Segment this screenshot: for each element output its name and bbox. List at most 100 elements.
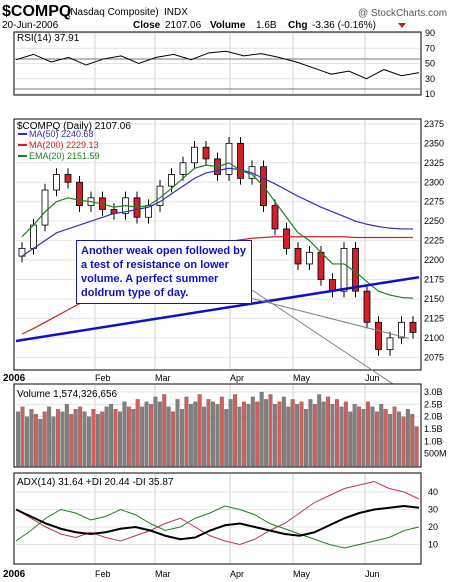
volume-title: Volume 1,574,326,656 [17, 389, 118, 400]
down-arrow-icon [398, 23, 406, 28]
volume-bar [87, 416, 91, 467]
symbol-title: $COMPQ [2, 3, 71, 20]
volume-bar [33, 414, 38, 467]
volume-bar [78, 406, 83, 467]
volume-bar [100, 411, 105, 467]
volume-bar [140, 406, 145, 467]
volume-bar [392, 406, 397, 467]
close-value: 2107.06 [165, 20, 202, 31]
volume-tick-label: 500M [424, 449, 447, 459]
candle-body [30, 224, 37, 249]
month-label: Mar [155, 373, 171, 383]
rsi-title: RSI(14) 37.91 [17, 33, 80, 44]
price-tick-label: 2125 [424, 313, 444, 323]
volume-bar [326, 396, 331, 467]
volume-bar [113, 409, 118, 467]
volume-value: 1.6B [256, 20, 277, 31]
volume-bar [383, 409, 388, 467]
candle-body [294, 247, 302, 265]
volume-bar [388, 414, 393, 467]
month-label: Jun [365, 373, 380, 383]
volume-bar [321, 401, 326, 467]
candle-body [191, 146, 198, 164]
volume-bar [308, 399, 313, 467]
volume-bar [91, 409, 96, 467]
candle-body [317, 251, 325, 280]
candle-body [386, 337, 394, 350]
month-label: Apr [230, 569, 244, 579]
legend-label: EMA(20) 2151.59 [29, 151, 100, 161]
volume-bar [379, 404, 384, 467]
volume-bar [42, 411, 47, 467]
volume-bar [281, 396, 286, 467]
plus-di-line [15, 505, 420, 549]
candle-body [398, 321, 405, 339]
volume-tick-label: 2.0B [424, 412, 443, 422]
volume-bar [410, 414, 415, 467]
candle-body [225, 142, 233, 175]
rsi-tick-label: 30 [425, 74, 435, 84]
volume-bar [401, 416, 406, 467]
volume-bar [64, 404, 69, 467]
volume-bar [242, 401, 246, 467]
candle-body [363, 290, 371, 323]
volume-bar [370, 406, 375, 467]
volume-bar [366, 401, 370, 467]
volume-bar [255, 401, 260, 467]
volume-bar [228, 399, 233, 467]
volume-bar [95, 414, 100, 467]
volume-tick-label: 3.0B [424, 387, 443, 397]
volume-bar [73, 409, 78, 467]
price-tick-label: 2200 [424, 255, 444, 265]
rsi-tick-label: 10 [425, 89, 435, 99]
volume-bar [122, 401, 127, 467]
volume-bar [20, 406, 25, 467]
volume-bar [144, 401, 149, 467]
volume-bar [312, 404, 317, 467]
rsi-tick-label: 70 [425, 43, 435, 53]
volume-bar [357, 406, 362, 467]
volume-bar [193, 401, 198, 467]
candle-body [306, 251, 313, 265]
volume-bar [69, 414, 74, 467]
legend-label: MA(50) 2240.68 [29, 129, 94, 139]
candle-body [340, 247, 348, 292]
close-label: Close [133, 20, 161, 31]
volume-label: Volume [210, 20, 246, 31]
volume-bar [414, 426, 419, 467]
price-tick-label: 2250 [424, 216, 444, 226]
volume-bar [330, 404, 335, 467]
candle-body [53, 174, 60, 191]
month-label: Feb [95, 373, 111, 383]
volume-bar [339, 406, 344, 467]
month-label: Feb [95, 569, 111, 579]
volume-bar [317, 394, 322, 467]
volume-bar [166, 406, 171, 467]
callout-pointer [249, 297, 410, 339]
adx-title: ADX(14) 31.64 +DI 20.44 -DI 35.87 [17, 477, 174, 488]
adx-panel [13, 472, 422, 565]
month-label: Apr [230, 373, 244, 383]
volume-bar [126, 406, 131, 467]
volume-bar [171, 411, 176, 467]
volume-bar [335, 399, 339, 467]
volume-bar [153, 396, 158, 467]
volume-bar [82, 411, 87, 467]
price-tick-label: 2150 [424, 294, 444, 304]
volume-bar [233, 394, 238, 467]
candle-body [202, 146, 210, 160]
volume-bar [405, 409, 410, 467]
volume-bar [16, 411, 21, 467]
adx-line [15, 504, 420, 541]
price-tick-label: 2325 [424, 158, 444, 168]
date-label: 20-Jun-2006 [2, 20, 59, 31]
adx-tick-label: 30 [428, 505, 438, 515]
volume-bar [104, 406, 109, 467]
volume-bar [304, 409, 308, 467]
annotation-callout: Another weak open followed by a test of … [76, 240, 252, 304]
volume-bar [224, 409, 229, 467]
volume-bar [299, 401, 304, 467]
month-label: 2006 [3, 569, 26, 580]
volume-bar [188, 404, 193, 467]
callout-pointer [251, 289, 409, 395]
